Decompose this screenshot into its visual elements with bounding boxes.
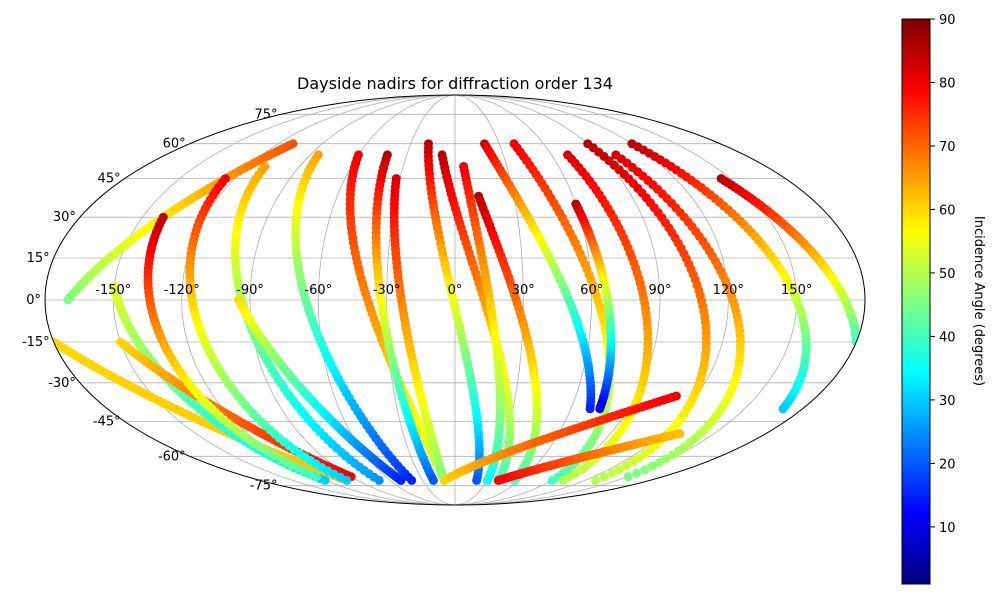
colorbar-tick-label: 80 <box>939 77 956 92</box>
scatter-point <box>591 475 601 485</box>
scatter-point <box>482 475 492 485</box>
colorbar-tick-label: 50 <box>939 267 956 282</box>
scatter-point <box>647 461 657 471</box>
scatter-point <box>547 475 557 485</box>
scatter-track <box>493 429 685 485</box>
colorbar-tick-label: 20 <box>939 457 956 472</box>
scatter-point <box>320 475 330 485</box>
scatter-point <box>599 472 609 482</box>
scatter-point <box>396 475 406 485</box>
scatter-track <box>439 391 681 485</box>
scatter-point <box>407 475 417 485</box>
chart-title: Dayside nadirs for diffraction order 134 <box>297 74 613 93</box>
colorbar-ticks: 10 20 30 40 50 60 70 80 90 <box>930 13 956 536</box>
scatter-point <box>778 404 788 414</box>
scatter-track <box>716 174 861 347</box>
colorbar-label: Incidence Angle (degrees) <box>971 216 986 386</box>
scatter-track <box>371 150 438 485</box>
longitude-tick-label: -120° <box>164 283 200 298</box>
latitude-tick-label: -30° <box>48 376 76 391</box>
scatter-point <box>311 472 321 482</box>
scatter-track <box>437 150 515 485</box>
scatter-point <box>671 391 681 401</box>
scatter-track <box>234 295 406 485</box>
scatter-track <box>291 150 417 485</box>
scatter-track <box>185 174 352 485</box>
scatter-point <box>655 457 665 467</box>
latitude-tick-label: 60° <box>163 137 186 152</box>
latitude-tick-label: 0° <box>26 293 41 308</box>
scatter-point <box>675 429 685 438</box>
scatter-points <box>49 139 861 485</box>
colorbar: 10 20 30 40 50 60 70 80 90 Incidence Angle (degr… <box>901 13 986 585</box>
latitude-tick-label: -15° <box>22 335 50 350</box>
latitude-tick-label: 45° <box>98 172 121 187</box>
scatter-point <box>640 465 650 475</box>
longitude-tick-label: -150° <box>95 283 131 298</box>
latitude-tick-label: 30° <box>53 210 76 225</box>
longitude-tick-label: 0° <box>448 283 463 298</box>
colorbar-tick-label: 60 <box>939 203 956 218</box>
scatter-track <box>571 199 616 414</box>
latitude-tick-labels: 75° 60° 45° 30° 15° 0° -15° -30° -45° -60° -75° <box>22 107 278 493</box>
scatter-point <box>288 139 298 149</box>
scatter-track <box>558 150 653 485</box>
latitude-tick-label: -45° <box>93 414 121 429</box>
scatter-point <box>621 461 631 471</box>
colorbar-tick-label: 70 <box>939 140 956 155</box>
longitude-tick-labels: -150° -120° -90° -60° -30° 0° 30° 60° 90° 120° 150… <box>95 283 812 298</box>
scatter-point <box>628 457 638 467</box>
scatter-track <box>611 150 745 482</box>
longitude-tick-label: 120° <box>713 283 744 298</box>
colorbar-gradient <box>901 18 931 585</box>
scatter-point <box>661 454 671 464</box>
scatter-point <box>632 468 642 478</box>
scatter-track <box>143 212 321 482</box>
longitude-tick-label: 90° <box>648 283 671 298</box>
longitude-tick-label: 30° <box>512 283 535 298</box>
scatter-point <box>585 404 595 414</box>
scatter-point <box>614 465 624 475</box>
scatter-point <box>623 472 633 482</box>
longitude-tick-label: -90° <box>236 283 264 298</box>
colorbar-tick-label: 90 <box>939 13 956 28</box>
longitude-tick-label: 60° <box>580 283 603 298</box>
latitude-tick-label: 15° <box>27 251 50 266</box>
map-outline <box>44 94 866 506</box>
colorbar-tick-label: 40 <box>939 330 956 345</box>
longitude-tick-label: -30° <box>373 283 401 298</box>
scatter-point <box>595 404 605 414</box>
scatter-point <box>342 475 352 485</box>
latitude-tick-label: 75° <box>254 107 277 122</box>
longitude-tick-label: 150° <box>781 283 812 298</box>
colorbar-tick-label: 30 <box>939 394 956 409</box>
scatter-point <box>558 475 568 485</box>
scatter-track <box>627 139 811 414</box>
colorbar-tick-label: 10 <box>939 521 956 536</box>
scatter-track <box>480 139 596 414</box>
latitude-tick-label: -60° <box>158 449 186 464</box>
scatter-point <box>472 475 482 485</box>
scatter-point <box>374 475 384 485</box>
scatter-point <box>607 468 617 478</box>
longitude-tick-label: -60° <box>304 283 332 298</box>
latitude-tick-label: -75° <box>250 479 278 494</box>
scatter-point <box>428 475 438 485</box>
